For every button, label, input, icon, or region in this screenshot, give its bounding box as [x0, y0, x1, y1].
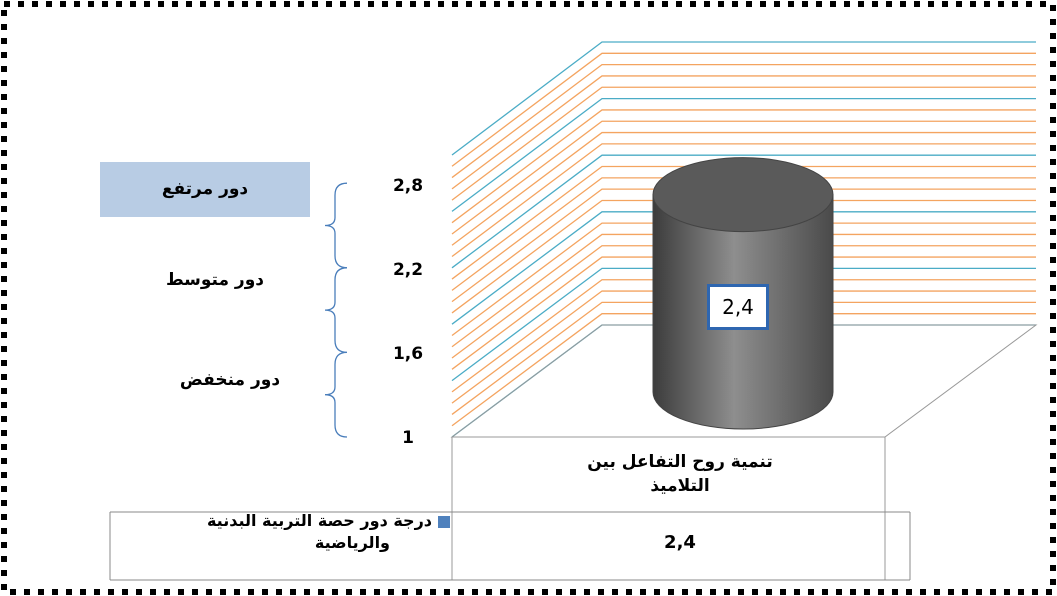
legend: درجة دور حصة التربية البدنية والرياضية: [112, 510, 450, 554]
grid-line: [451, 109, 1036, 224]
grid-line: [451, 165, 1036, 280]
band-brace: [324, 182, 348, 269]
chart-floor: [450, 324, 1038, 438]
grid-line: [451, 63, 1036, 179]
legend-line: درجة دور حصة التربية البدنية: [206, 511, 432, 530]
grid-line: [451, 97, 1036, 212]
grid-line: [451, 267, 1036, 382]
y-tick-label: 2,8: [392, 176, 424, 196]
legend-swatch: [438, 515, 450, 528]
grid-line: [451, 120, 1036, 235]
band-brace: [324, 267, 348, 354]
legend-line: والرياضية: [314, 533, 390, 552]
band-brace: [324, 351, 348, 438]
grid-line: [451, 290, 1036, 404]
bar-top: [652, 157, 834, 233]
grid-line: [451, 279, 1036, 393]
y-tick-label: 1,6: [392, 344, 424, 364]
grid-line: [451, 313, 1036, 427]
grid-line: [451, 233, 1036, 348]
grid-line: [451, 154, 1036, 269]
table-value: 2,4: [664, 532, 696, 553]
grid-line: [451, 131, 1036, 246]
band-label-low: دور منخفض: [179, 370, 281, 390]
grid-line: [451, 222, 1036, 337]
y-tick-label: 1: [402, 428, 414, 448]
grid-line: [451, 211, 1036, 325]
grid-line: [451, 143, 1036, 258]
grid-line: [451, 41, 1036, 156]
grid-line: [451, 245, 1036, 359]
grid-line: [451, 199, 1036, 314]
bar-data-label: 2,4: [707, 284, 769, 330]
grid-line: [451, 256, 1036, 370]
category-label-line: التلاميذ: [650, 476, 710, 496]
grid-line: [451, 75, 1036, 190]
band-label-high: دور مرتفع: [100, 162, 310, 217]
grid-line: [451, 86, 1036, 201]
y-tick-label: 2,2: [392, 260, 424, 280]
grid-line: [451, 301, 1036, 415]
category-label: تنمية روح التفاعل بين التلاميذ: [450, 450, 910, 498]
grid-line: [451, 188, 1036, 303]
category-label-line: تنمية روح التفاعل بين: [587, 452, 773, 472]
grid-line: [451, 52, 1036, 167]
grid-line: [451, 177, 1036, 291]
band-label-medium: دور متوسط: [165, 270, 265, 290]
